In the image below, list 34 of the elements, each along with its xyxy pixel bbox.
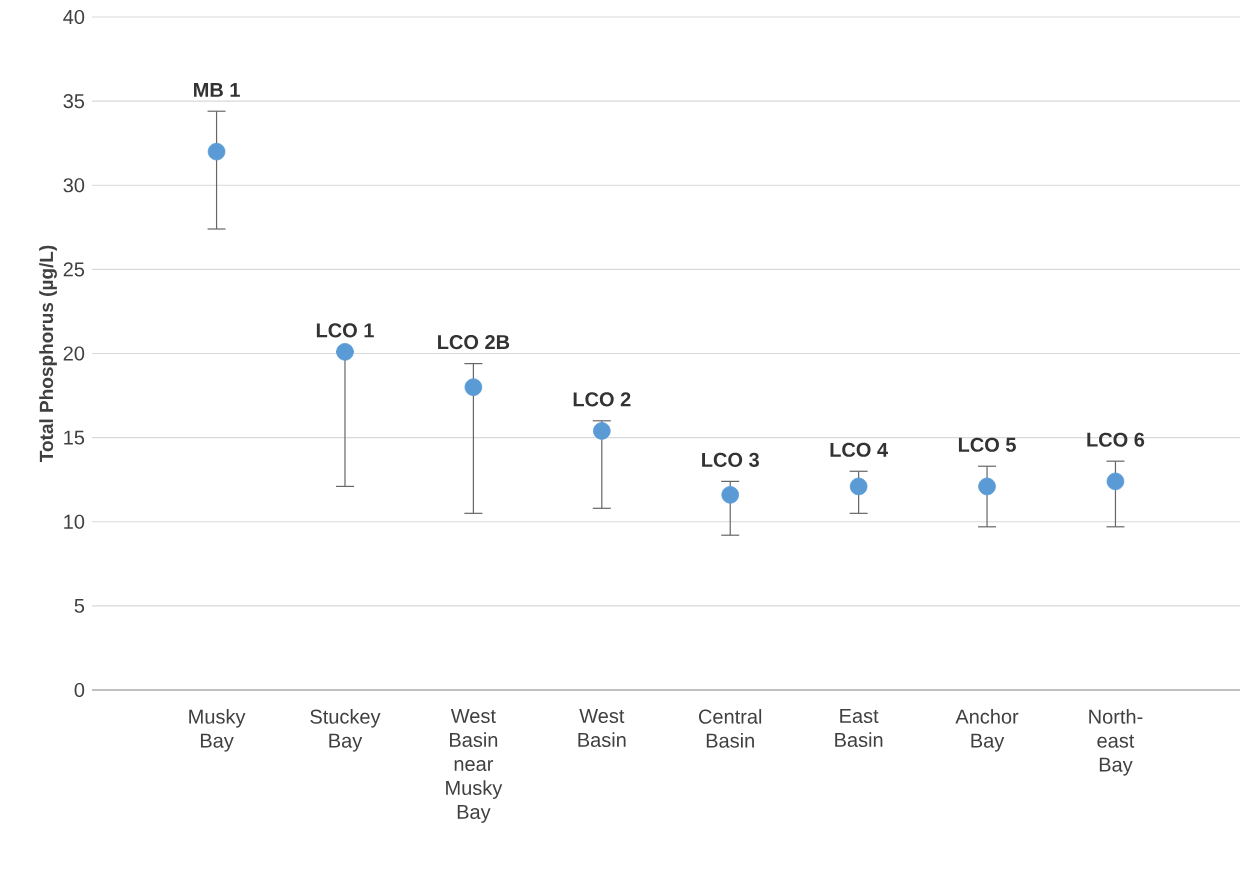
point bbox=[464, 378, 483, 396]
point bbox=[207, 142, 226, 161]
point bbox=[721, 486, 740, 504]
y-tick-label: 30 bbox=[63, 178, 85, 193]
point bbox=[1106, 472, 1125, 491]
annotation: LCO 5 bbox=[958, 437, 1016, 452]
x-tick-label: Central Basin bbox=[698, 709, 762, 748]
y-tick-label: 20 bbox=[63, 346, 85, 361]
annotation: MB 1 bbox=[194, 83, 240, 97]
y-tick-label: 0 bbox=[74, 682, 85, 698]
annotation: LCO 2 bbox=[573, 392, 631, 407]
x-tick-label: Anchor Bay bbox=[955, 709, 1019, 752]
y-tick-label: 40 bbox=[63, 9, 85, 25]
point bbox=[593, 422, 611, 440]
point bbox=[978, 477, 996, 496]
annotation: LCO 6 bbox=[1087, 432, 1145, 447]
annotation: LCO 1 bbox=[316, 323, 374, 338]
y-tick-label: 10 bbox=[64, 514, 85, 529]
x-tick-label: Stuckey Bay bbox=[310, 709, 381, 752]
x-tick-label: Musky Bay bbox=[189, 709, 246, 752]
x-tick-label: West Basin near Musky Bay bbox=[446, 709, 503, 823]
annotation: LCO 2B bbox=[438, 335, 510, 350]
y-tick-label: 5 bbox=[74, 598, 85, 613]
annotation: LCO 3 bbox=[702, 452, 759, 467]
x-tick-label: West Basin bbox=[578, 709, 626, 748]
point bbox=[849, 477, 868, 496]
y-tick-label: 15 bbox=[64, 430, 85, 445]
x-tick-label: North-east Bay bbox=[1089, 709, 1143, 776]
point bbox=[336, 343, 354, 361]
y-tick-label: 35 bbox=[63, 94, 85, 109]
x-tick-label: East Basin bbox=[835, 709, 883, 748]
y-tick-label: 25 bbox=[63, 262, 85, 277]
annotation: LCO 4 bbox=[830, 442, 888, 457]
y-axis-title: Total Phosphorus (µg/L) bbox=[39, 245, 57, 463]
